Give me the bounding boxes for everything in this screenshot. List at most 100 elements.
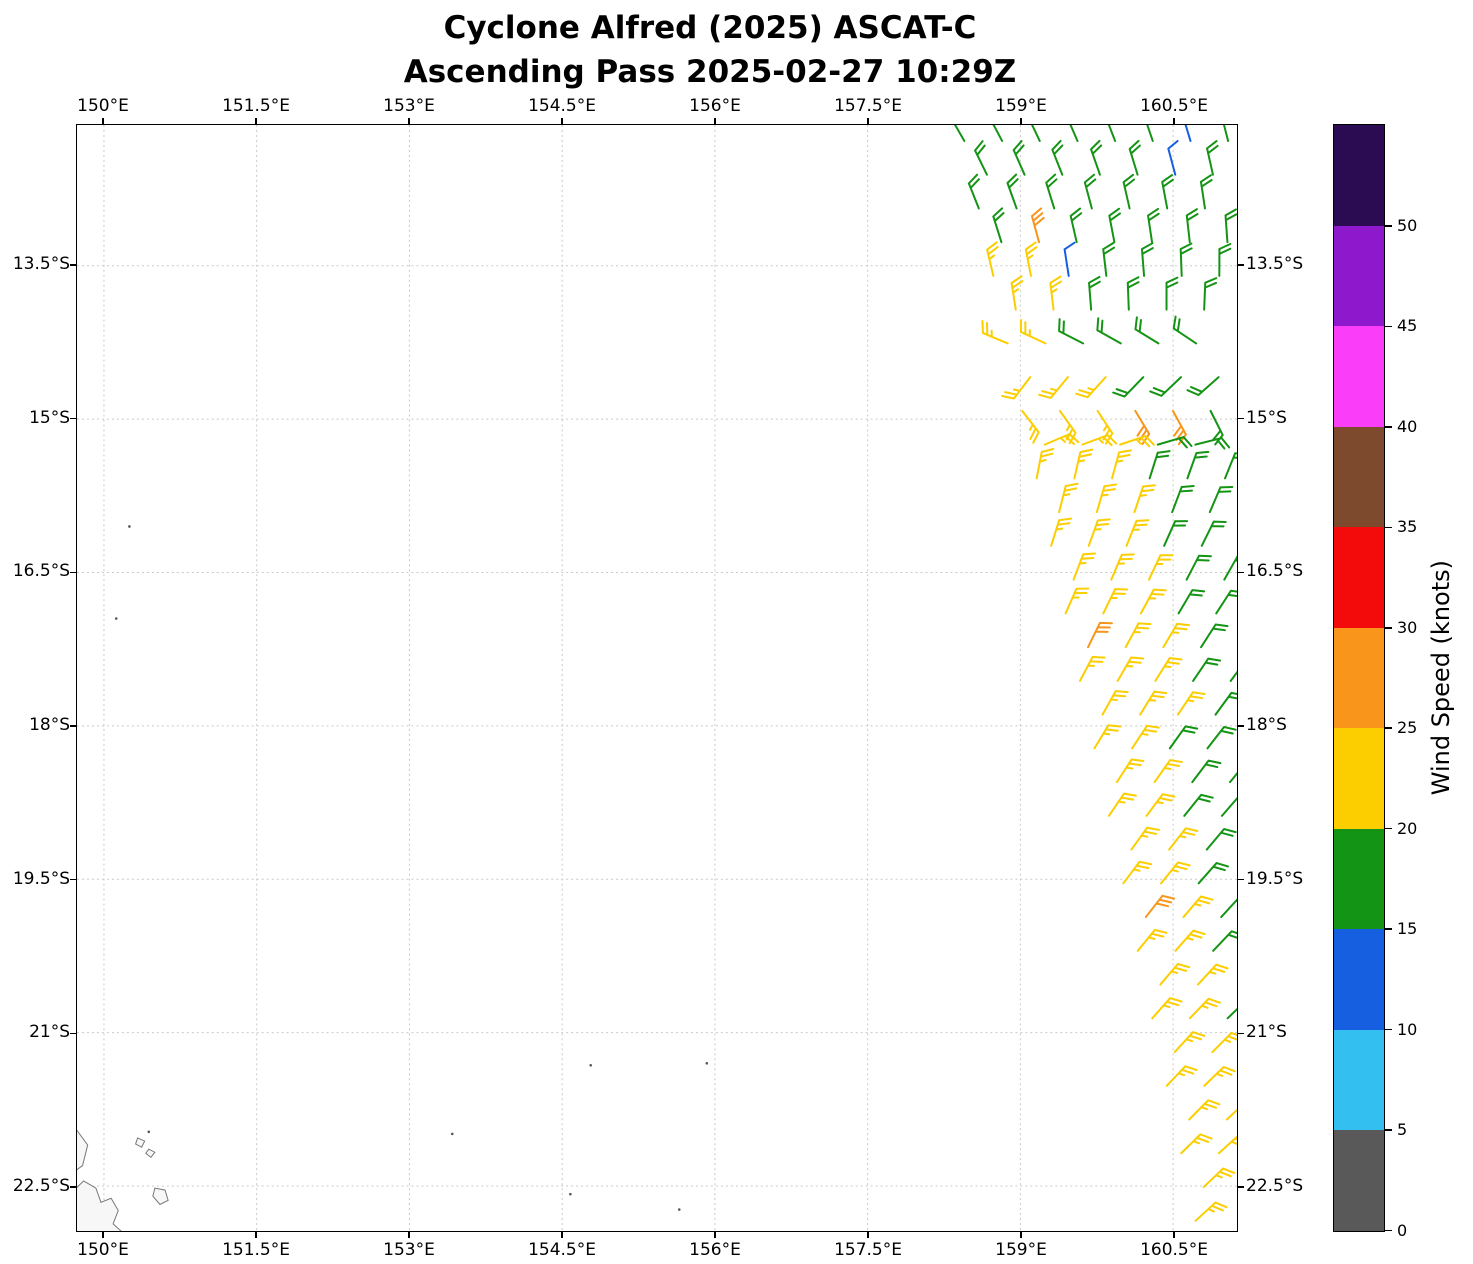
y-axis-tick-label-right: 15°S bbox=[1246, 407, 1287, 428]
island-speck bbox=[147, 1130, 151, 1134]
x-tick-mark-bottom bbox=[1173, 1232, 1175, 1238]
wind-barb bbox=[1174, 929, 1206, 952]
colorbar-tick-label: 15 bbox=[1397, 919, 1418, 939]
wind-barb bbox=[1176, 691, 1206, 716]
wind-barb bbox=[1165, 1065, 1198, 1087]
title-line-2: Ascending Pass 2025-02-27 10:29Z bbox=[403, 54, 1017, 91]
wind-barb bbox=[1168, 725, 1199, 750]
wind-barb bbox=[1088, 275, 1101, 311]
wind-barb bbox=[1081, 434, 1118, 447]
wind-barb bbox=[1200, 520, 1227, 547]
wind-barb bbox=[1140, 242, 1154, 277]
colorbar-tick-mark bbox=[1385, 426, 1392, 428]
y-axis-tick-label-left: 16.5°S bbox=[12, 561, 70, 582]
wind-barb bbox=[1124, 622, 1152, 649]
wind-barb bbox=[1101, 690, 1129, 716]
wind-barb bbox=[1147, 207, 1160, 244]
y-tick-mark-left bbox=[70, 417, 76, 420]
wind-barb bbox=[967, 173, 980, 210]
colorbar-tick-label: 0 bbox=[1397, 1220, 1408, 1240]
island-speck bbox=[705, 1062, 709, 1065]
wind-barb bbox=[1162, 622, 1191, 649]
wind-barb bbox=[1139, 690, 1168, 716]
wind-barb bbox=[1179, 242, 1193, 277]
x-tick-mark-bottom bbox=[1020, 1232, 1022, 1238]
wind-barb bbox=[1173, 1031, 1206, 1054]
wind-barb bbox=[1208, 485, 1234, 514]
y-axis-tick-label-right: 21°S bbox=[1246, 1022, 1287, 1043]
wind-barb bbox=[1167, 139, 1179, 176]
coastline-polygon bbox=[145, 1148, 156, 1159]
wind-barb bbox=[1148, 450, 1171, 480]
x-axis-tick-label-bottom: 156°E bbox=[689, 1240, 741, 1260]
wind-barb bbox=[1205, 828, 1237, 851]
wind-barb bbox=[1050, 517, 1073, 547]
x-tick-mark-bottom bbox=[561, 1232, 563, 1238]
y-axis-tick-label-right: 13.5°S bbox=[1246, 253, 1304, 274]
wind-barb bbox=[1038, 376, 1069, 399]
wind-barb bbox=[1093, 724, 1122, 750]
wind-barb bbox=[1214, 691, 1237, 716]
wind-barb bbox=[1035, 448, 1055, 480]
wind-barb bbox=[1145, 793, 1176, 817]
wind-barb bbox=[1203, 1065, 1236, 1087]
coastline-layer bbox=[77, 525, 709, 1231]
wind-barb bbox=[1194, 437, 1231, 450]
x-axis-tick-label-bottom: 157.5°E bbox=[834, 1240, 902, 1260]
wind-barb bbox=[1064, 587, 1090, 615]
wind-barb bbox=[1194, 1201, 1228, 1222]
wind-barb bbox=[1153, 759, 1183, 784]
colorbar-segment bbox=[1334, 225, 1384, 327]
y-tick-mark-left bbox=[70, 1186, 76, 1188]
wind-barb bbox=[1159, 962, 1191, 986]
wind-barb bbox=[1180, 1133, 1213, 1155]
wind-barb bbox=[1203, 277, 1218, 311]
colorbar-label-wrap: Wind Speed (knots) bbox=[1420, 124, 1462, 1232]
wind-barb bbox=[1075, 376, 1107, 399]
wind-barb bbox=[1186, 450, 1210, 480]
wind-barb bbox=[954, 125, 966, 142]
colorbar-segment bbox=[1334, 627, 1384, 729]
wind-barb bbox=[1095, 483, 1118, 514]
x-axis-tick-label-top: 150°E bbox=[77, 96, 129, 116]
wind-barb bbox=[1083, 173, 1097, 210]
wind-barb bbox=[1136, 928, 1168, 952]
wind-barb bbox=[1058, 482, 1079, 514]
x-axis-tick-label-bottom: 160.5°E bbox=[1140, 1240, 1208, 1260]
colorbar-segment bbox=[1334, 326, 1384, 427]
wind-barb bbox=[1087, 518, 1111, 547]
wind-barb bbox=[1112, 376, 1145, 398]
wind-barb bbox=[1163, 520, 1189, 547]
y-axis-tick-label-left: 18°S bbox=[29, 714, 70, 735]
colorbar-tick-label: 45 bbox=[1397, 316, 1418, 336]
wind-barb bbox=[1144, 894, 1176, 919]
wind-barb bbox=[1102, 588, 1129, 615]
colorbar-tick-label: 40 bbox=[1397, 416, 1418, 436]
colorbar-tick-mark bbox=[1385, 928, 1392, 930]
wind-barb bbox=[1063, 241, 1076, 277]
x-tick-mark-top bbox=[867, 118, 869, 124]
wind-barb bbox=[1149, 376, 1182, 397]
colorbar-tick-mark bbox=[1385, 627, 1392, 629]
colorbar-segment bbox=[1334, 527, 1384, 628]
colorbar-segment bbox=[1334, 1130, 1384, 1231]
wind-barb bbox=[1172, 315, 1198, 345]
colorbar-tick-label: 20 bbox=[1397, 818, 1418, 838]
x-tick-mark-top bbox=[1173, 118, 1175, 124]
wind-barb bbox=[1110, 553, 1135, 581]
wind-barb bbox=[1134, 316, 1160, 345]
island-speck bbox=[114, 617, 118, 620]
wind-barb bbox=[1045, 173, 1058, 210]
wind-barb bbox=[1108, 207, 1121, 244]
wind-barb bbox=[1010, 275, 1024, 311]
wind-barb bbox=[1154, 657, 1183, 682]
colorbar-tick-label: 10 bbox=[1397, 1019, 1418, 1039]
colorbar-tick-mark bbox=[1385, 1028, 1392, 1031]
wind-barb bbox=[1202, 1167, 1236, 1189]
wind-barb bbox=[1220, 898, 1237, 919]
x-tick-mark-top bbox=[408, 118, 410, 124]
x-tick-mark-bottom bbox=[867, 1232, 869, 1238]
y-tick-mark-left bbox=[70, 725, 76, 727]
colorbar-tick-mark bbox=[1385, 526, 1392, 529]
x-tick-mark-bottom bbox=[255, 1232, 257, 1238]
